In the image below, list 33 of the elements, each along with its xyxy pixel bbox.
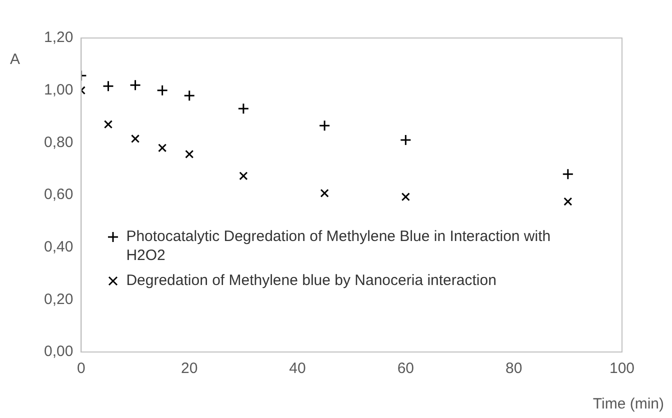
point: [400, 134, 412, 146]
point: [564, 197, 572, 206]
point: [184, 90, 196, 102]
point: [320, 188, 329, 198]
x-tick-label: 40: [289, 360, 306, 378]
point: [401, 192, 410, 202]
x-tick-label: 20: [181, 360, 198, 378]
point: [104, 120, 113, 129]
x-axis-title: Time (min): [592, 396, 664, 413]
point: [102, 80, 114, 92]
point: [562, 168, 574, 180]
y-axis-title: A: [10, 51, 20, 68]
point: [238, 102, 250, 114]
x-tick-label: 80: [505, 360, 522, 378]
point: [158, 144, 167, 152]
point: [239, 172, 248, 180]
point: [130, 134, 140, 144]
y-tick-label: 1,00: [44, 81, 74, 98]
y-tick-label: 0,80: [44, 134, 74, 151]
y-tick-label: 1,20: [44, 29, 74, 46]
y-tick-label: 0,00: [44, 343, 74, 360]
y-tick-label: 0,40: [44, 238, 74, 256]
y-tick-label: 0,60: [44, 186, 74, 204]
x-tick-label: 0: [77, 360, 86, 378]
point: [130, 79, 142, 91]
point: [318, 120, 330, 132]
x-tick-label: 100: [609, 360, 635, 378]
point: [156, 84, 168, 96]
point: [185, 150, 194, 158]
y-tick-label: 0,20: [44, 290, 74, 308]
legend-label: Degredation of Methylene blue by Nanoceria interaction: [126, 271, 496, 290]
x-tick-label: 60: [397, 360, 414, 378]
legend-label: Photocatalytic Degredation of Methylene Blue in Interaction with H2O2: [126, 227, 552, 265]
